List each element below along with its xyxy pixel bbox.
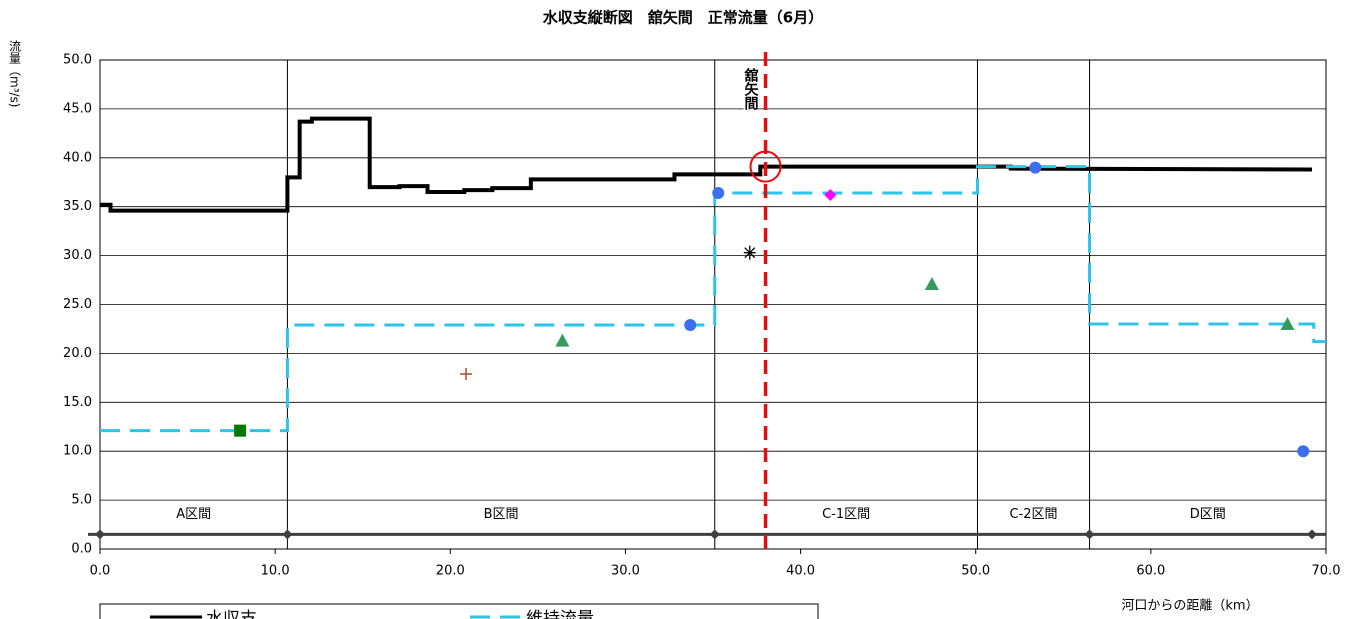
section-node (95, 529, 105, 540)
series-line (100, 165, 1326, 433)
y-tick-label: 5.0 (71, 493, 92, 508)
x-axis-label: 河口からの距離（km） (1121, 599, 1258, 614)
y-tick-label: 30.0 (63, 248, 92, 263)
data-point (743, 245, 756, 260)
x-tick-label: 40.0 (786, 564, 815, 579)
section-label: D区間 (1190, 507, 1226, 522)
section-label: C-2区間 (1009, 507, 1057, 522)
reference-circle (749, 150, 782, 183)
data-point (234, 424, 247, 437)
chart-title: 水収支縦断図 舘矢間 正常流量（6月） (543, 9, 823, 27)
data-point (924, 276, 939, 290)
series-line (100, 116, 1312, 213)
section-node (282, 529, 293, 540)
y-tick-label: 20.0 (63, 346, 92, 361)
data-point (824, 188, 837, 201)
legend-box (99, 603, 819, 619)
legend-label: 水収支 (206, 609, 257, 619)
y-tick-label: 15.0 (63, 395, 92, 410)
data-point (1297, 445, 1310, 458)
y-tick-label: 35.0 (63, 199, 92, 214)
y-tick-label: 0.0 (71, 542, 92, 557)
section-node (709, 529, 720, 540)
y-tick-label: 40.0 (63, 150, 92, 165)
section-label: B区間 (484, 507, 519, 522)
x-tick-label: 20.0 (436, 564, 465, 579)
data-point (1029, 161, 1042, 174)
data-point (1280, 317, 1295, 331)
reference-label-bg (743, 66, 758, 128)
legend-label: 維持流量 (526, 609, 594, 619)
x-tick-label: 10.0 (261, 564, 290, 579)
section-label: A区間 (176, 507, 211, 522)
reference-label: 舘矢間 (743, 67, 760, 111)
y-tick-label: 25.0 (63, 297, 92, 312)
data-point (712, 187, 725, 200)
x-tick-label: 0.0 (90, 564, 111, 579)
x-tick-label: 70.0 (1312, 564, 1341, 579)
data-point (684, 319, 697, 332)
x-tick-label: 50.0 (961, 564, 990, 579)
section-node (1306, 529, 1317, 540)
y-axis-label: 流量（m³/s) (8, 40, 22, 108)
y-tick-label: 10.0 (63, 444, 92, 459)
section-node (1084, 529, 1095, 540)
y-tick-label: 50.0 (63, 53, 92, 68)
x-tick-label: 60.0 (1136, 564, 1165, 579)
y-tick-label: 45.0 (63, 101, 92, 116)
data-point (555, 333, 570, 347)
section-label: C-1区間 (822, 507, 870, 522)
data-point (460, 367, 473, 380)
x-tick-label: 30.0 (611, 564, 640, 579)
